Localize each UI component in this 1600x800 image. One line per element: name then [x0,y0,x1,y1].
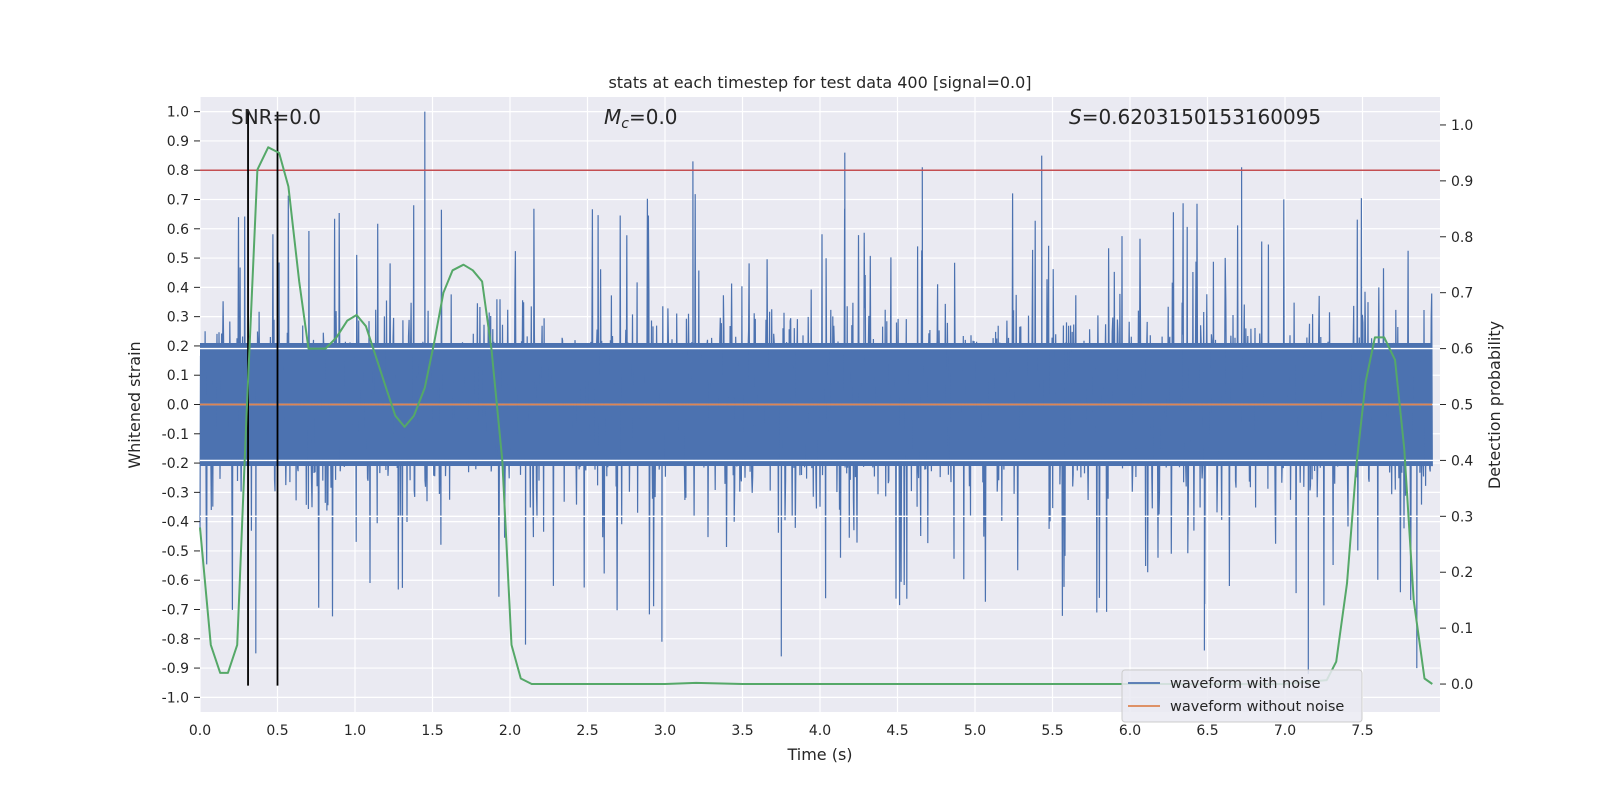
y2-tick-label: 0.0 [1451,677,1473,693]
y-tick-label: -0.7 [162,603,189,619]
x-tick-label: 0.0 [189,723,211,739]
y-tick-label: -0.9 [162,661,189,677]
x-tick-label: 3.0 [654,723,676,739]
y-tick-label: -0.4 [162,515,189,531]
x-tick-label: 5.5 [1041,723,1063,739]
y2-tick-label: 0.9 [1451,174,1473,190]
x-tick-label: 5.0 [964,723,986,739]
snr-annotation: SNR=0.0 [231,105,321,129]
y2-tick-label: 0.2 [1451,565,1473,581]
y-tick-label: 0.5 [167,251,189,267]
x-tick-label: 6.0 [1119,723,1141,739]
y-tick-label: -0.3 [162,485,189,501]
mc-subscript: c [621,116,629,132]
y2-tick-label: 0.5 [1451,398,1473,414]
y-tick-label: 0.2 [167,339,189,355]
y-tick-label: 0.4 [167,280,189,296]
noise-trace [199,111,1433,674]
y-tick-label: -0.1 [162,427,189,443]
y2-tick-label: 0.3 [1451,509,1473,525]
x-tick-label: 7.0 [1274,723,1296,739]
x-tick-label: 7.5 [1351,723,1373,739]
y-axis-ticks: -1.0 -0.9 -0.8 -0.7 -0.6 -0.5 -0.4 -0.3 -0.2 -0.1… [162,105,200,706]
y-tick-label: 0.0 [167,398,189,414]
y2-tick-label: 0.1 [1451,621,1473,637]
y2-tick-label: 0.4 [1451,453,1473,469]
y-tick-label: 0.1 [167,368,189,384]
y-tick-label: 0.7 [167,193,189,209]
y-tick-label: -0.2 [162,456,189,472]
legend-label-noise: waveform with noise [1170,676,1321,692]
s-value: =0.6203150153160095 [1082,105,1321,129]
s-symbol: S [1069,105,1082,129]
legend-box [1121,669,1363,723]
mc-value: =0.0 [629,105,678,129]
y-tick-label: 0.8 [167,163,189,179]
series-detection-probability [199,146,1433,685]
y-tick-label: -0.8 [162,632,189,648]
y-tick-label: -0.5 [162,544,189,560]
x-tick-label: 2.5 [576,723,598,739]
y2-tick-label: 1.0 [1451,118,1473,134]
s-annotation: S=0.6203150153160095 [1069,105,1321,129]
y-tick-label: 0.6 [167,222,189,238]
x-axis-ticks: 0.0 0.5 1.0 1.5 2.0 2.5 3.0 3.5 4.0 4.5 5.0 5.5 6.0 6… [189,723,1374,739]
x-tick-label: 4.5 [886,723,908,739]
chart-title: stats at each timestep for test data 400… [608,73,1031,92]
legend: waveform with noise waveform without noi… [1121,669,1363,723]
x-tick-label: 4.0 [809,723,831,739]
mc-annotation: Mc=0.0 [604,105,678,132]
x-tick-label: 1.5 [421,723,443,739]
y-tick-label: 0.9 [167,134,189,150]
x-axis-label: Time (s) [786,745,852,764]
y-tick-label: 0.3 [167,310,189,326]
probability-trace [199,146,1433,685]
mc-symbol: M [604,105,621,129]
y2-tick-label: 0.7 [1451,286,1473,302]
y2-axis-label: Detection probability [1485,321,1504,489]
y2-tick-label: 0.8 [1451,230,1473,246]
y-axis-label: Whitened strain [125,341,144,468]
y-tick-label: -0.6 [162,573,189,589]
x-tick-label: 2.0 [499,723,521,739]
y-tick-label: -1.0 [162,690,189,706]
y2-axis-ticks: 0.0 0.1 0.2 0.3 0.4 0.5 0.6 0.7 0.8 0.9 1.0 [1440,118,1473,693]
x-tick-label: 3.5 [731,723,753,739]
x-tick-label: 1.0 [344,723,366,739]
x-tick-label: 6.5 [1196,723,1218,739]
x-tick-label: 0.5 [266,723,288,739]
y-tick-label: 1.0 [167,105,189,121]
legend-label-clean: waveform without noise [1170,699,1344,715]
y2-tick-label: 0.6 [1451,342,1473,358]
